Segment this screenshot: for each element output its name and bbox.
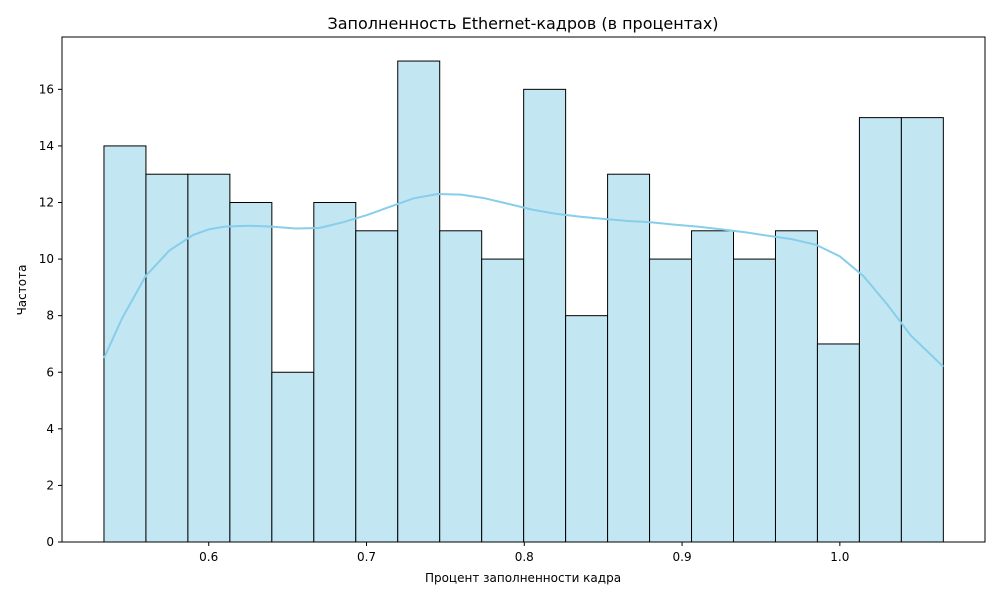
y-axis-ticks: 0 2 4 6 8 10 12 14 16: [39, 82, 62, 549]
histogram-bar: [649, 258, 693, 543]
x-axis-label: Процент заполненности кадра: [425, 571, 621, 585]
histogram-bar: [187, 173, 231, 543]
y-tick-label: 6: [46, 365, 54, 379]
histogram-bar: [397, 60, 441, 543]
x-tick-label: 0.9: [673, 550, 692, 564]
bars-layer: [103, 60, 944, 543]
x-tick-label: 1.0: [830, 550, 849, 564]
y-tick-label: 14: [39, 139, 54, 153]
histogram-bar: [439, 230, 483, 543]
x-tick-label: 0.7: [357, 550, 376, 564]
histogram-bar: [691, 230, 735, 543]
histogram-bar: [313, 202, 357, 543]
chart-title: Заполненность Ethernet-кадров (в процент…: [327, 14, 718, 33]
kde-curve: [103, 193, 944, 368]
x-tick-label: 0.8: [515, 550, 534, 564]
y-tick-label: 10: [39, 252, 54, 266]
y-tick-label: 2: [46, 478, 54, 492]
histogram-bar: [271, 371, 315, 543]
histogram-bar: [816, 343, 860, 543]
y-tick-label: 4: [46, 422, 54, 436]
histogram-bar: [774, 230, 818, 543]
histogram-bar: [145, 173, 189, 543]
x-axis-ticks: 0.6 0.7 0.8 0.9 1.0: [199, 542, 849, 564]
histogram-bar: [900, 117, 944, 543]
histogram-bar: [523, 88, 567, 543]
plot-frame: [61, 36, 986, 543]
histogram-bar: [229, 202, 273, 543]
kde-layer: [103, 193, 944, 368]
histogram-bar: [733, 258, 776, 543]
histogram-bar: [607, 173, 651, 543]
histogram-bar: [565, 315, 609, 543]
x-tick-label: 0.6: [199, 550, 218, 564]
y-axis-label: Частота: [15, 265, 29, 316]
y-tick-label: 8: [46, 309, 54, 323]
histogram-bar: [858, 117, 902, 543]
y-tick-label: 16: [39, 82, 54, 96]
histogram-bar: [355, 230, 399, 543]
histogram-bar: [481, 258, 525, 543]
y-tick-label: 0: [46, 535, 54, 549]
y-tick-label: 12: [39, 196, 54, 210]
